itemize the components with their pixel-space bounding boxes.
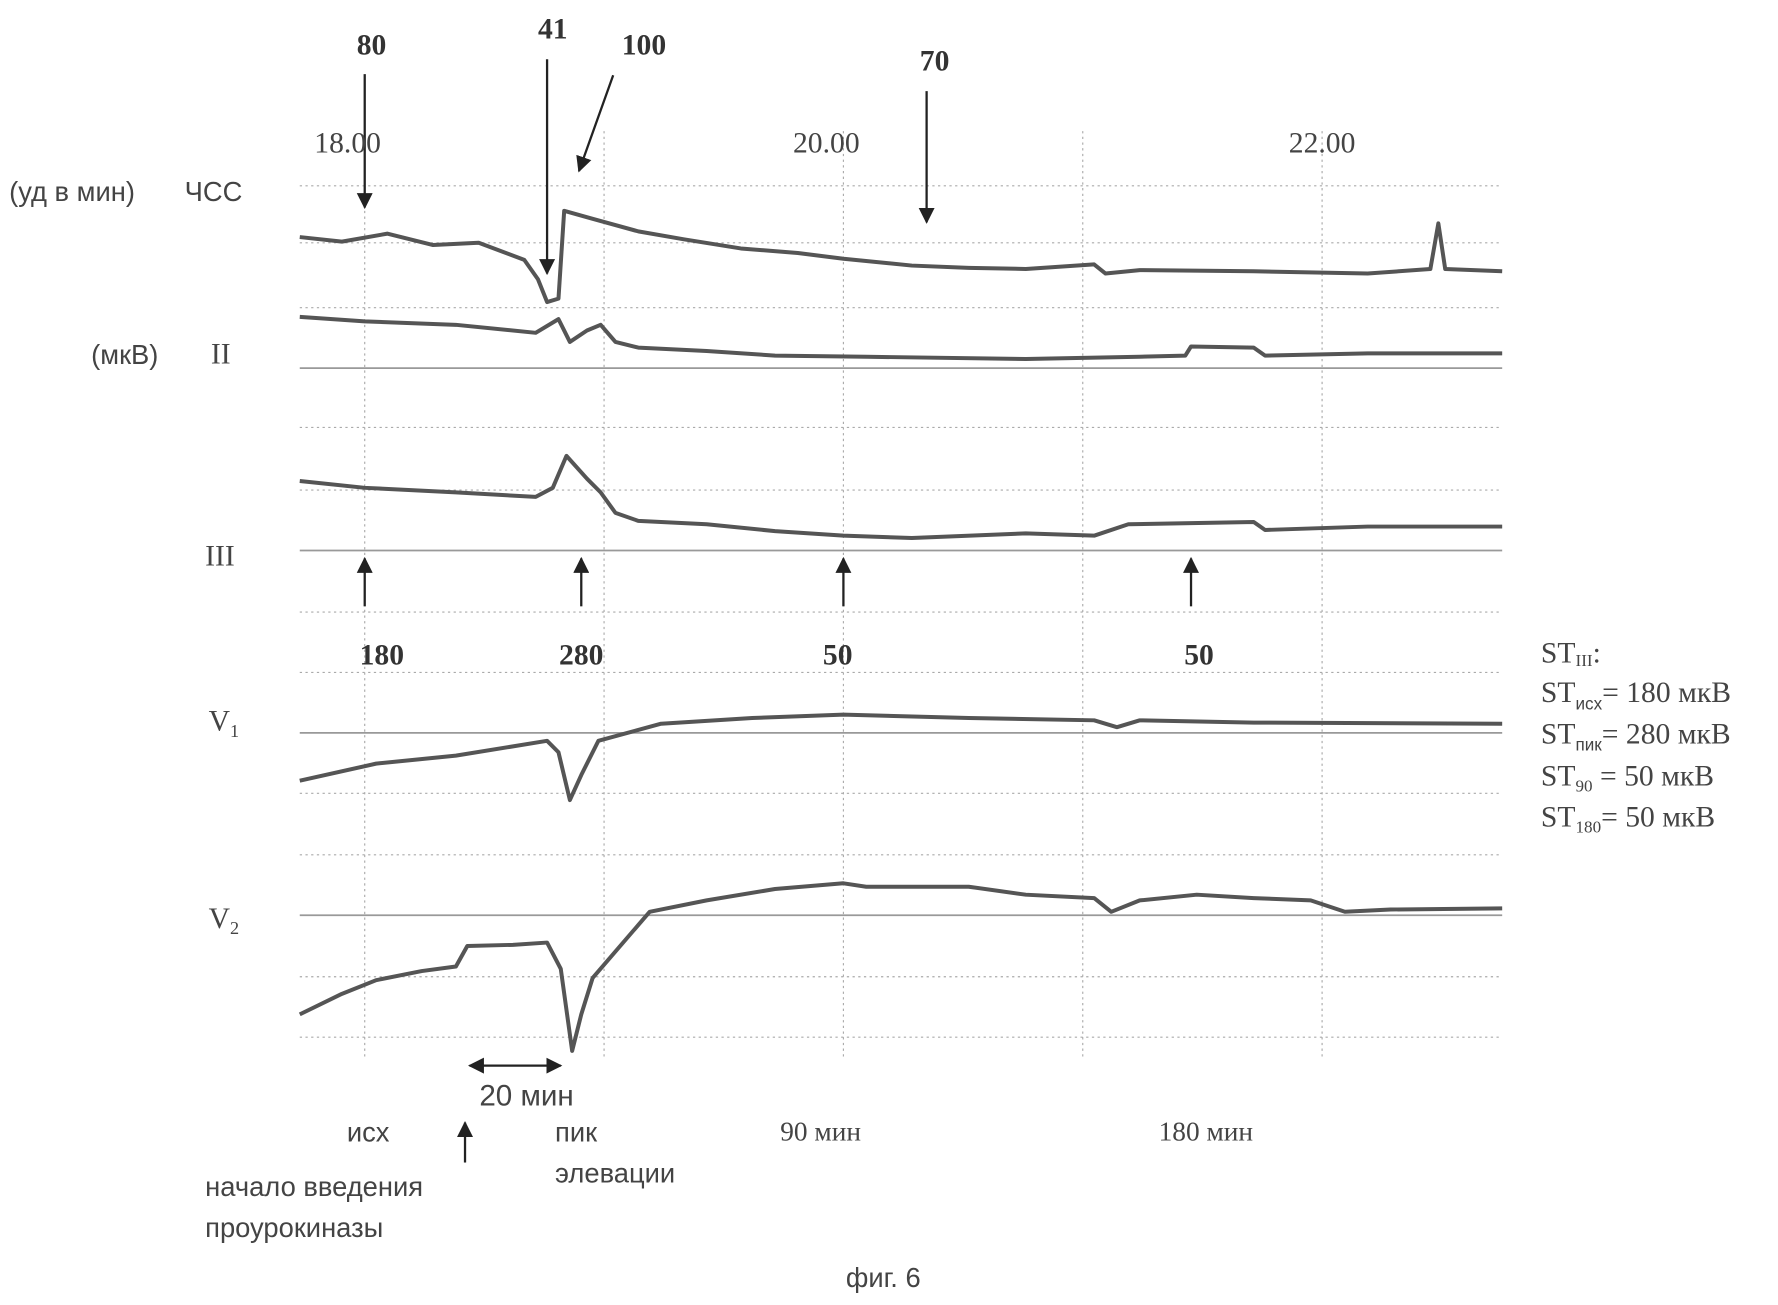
st-unit: (мкВ) (91, 339, 158, 370)
lead-label: II (211, 339, 231, 371)
peak-label: элевации (555, 1157, 675, 1188)
time-90-label: 90 мин (780, 1116, 861, 1146)
legend-item: ST180= 50 мкВ (1541, 801, 1715, 836)
legend-item: STисх= 180 мкВ (1541, 677, 1731, 713)
interval-label: 20 мин (479, 1079, 573, 1112)
time-label: 22.00 (1289, 128, 1356, 160)
st-value: 280 (559, 639, 603, 671)
v2-trace (300, 883, 1502, 1051)
lead-label: V1 (209, 706, 240, 742)
legend: STIII: STисх= 180 мкВ STпик= 280 мкВ ST9… (1541, 637, 1731, 836)
lead-label: III (205, 540, 235, 572)
time-label: 20.00 (793, 128, 860, 160)
hr-marker: 41 (538, 14, 568, 46)
time-label: 18.00 (314, 128, 381, 160)
hr-marker: 70 (920, 46, 950, 78)
hr-unit: (уд в мин) (9, 176, 135, 207)
legend-title: STIII: (1541, 637, 1601, 670)
legend-item: STпик= 280 мкВ (1541, 718, 1731, 754)
start-label: начало введения (205, 1171, 423, 1202)
st-value: 50 (1184, 639, 1214, 671)
arrows (365, 59, 1191, 1162)
grid (300, 131, 1502, 1060)
st-value: 50 (823, 639, 853, 671)
hr-marker: 100 (622, 30, 666, 62)
peak-label: пик (555, 1116, 598, 1147)
st-value: 180 (360, 639, 404, 671)
hr-label: ЧСС (185, 176, 243, 207)
hr-marker: 80 (357, 30, 387, 62)
start-label: проурокиназы (205, 1212, 383, 1243)
baseline-label: исх (347, 1116, 390, 1147)
legend-item: ST90 = 50 мкВ (1541, 760, 1714, 795)
time-180-label: 180 мин (1159, 1116, 1253, 1146)
caption: фиг. 6 (846, 1262, 921, 1293)
lead-label: V2 (209, 903, 240, 939)
